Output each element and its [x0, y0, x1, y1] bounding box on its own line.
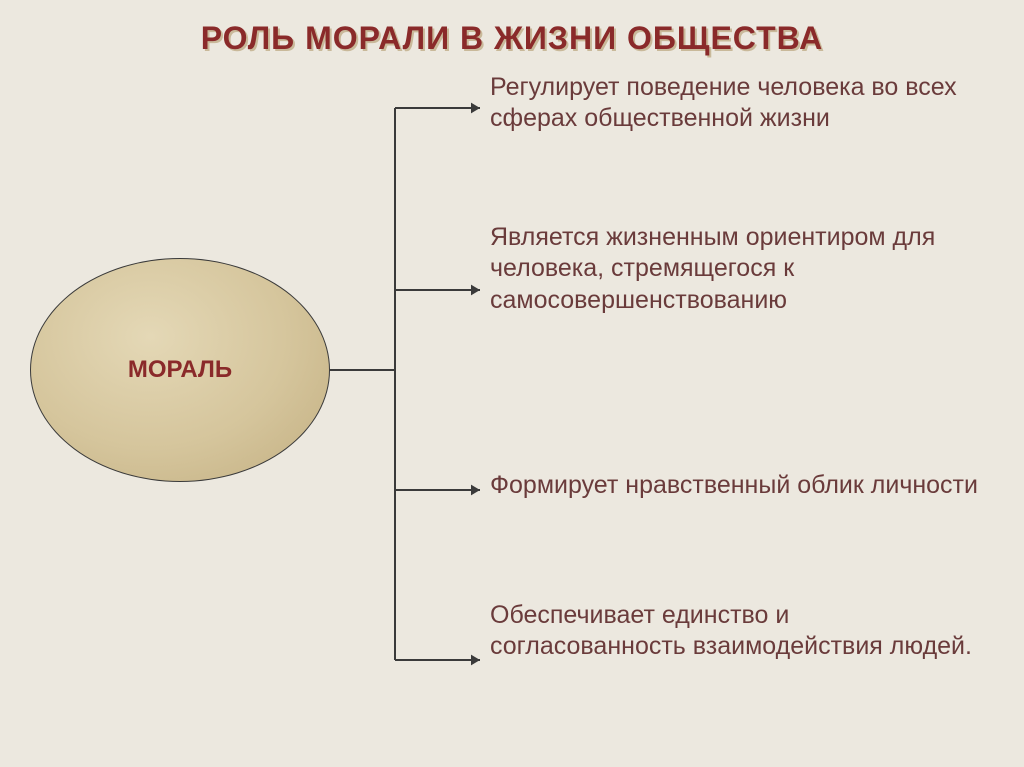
- branch-text-1-content: Регулирует поведение человека во всех сф…: [490, 73, 957, 132]
- branch-text-3-content: Формирует нравственный облик личности: [490, 471, 978, 499]
- center-node-label: МОРАЛЬ: [128, 356, 232, 384]
- page-title: РОЛЬ МОРАЛИ В ЖИЗНИ ОБЩЕСТВА: [0, 20, 1024, 57]
- branch-text-3: Формирует нравственный облик личности: [490, 470, 990, 501]
- branch-text-1: Регулирует поведение человека во всех сф…: [490, 72, 960, 135]
- branch-text-2-content: Является жизненным ориентиром для челове…: [490, 223, 935, 314]
- branch-text-4-content: Обеспечивает единство и согласованность …: [490, 601, 972, 660]
- branch-text-4: Обеспечивает единство и согласованность …: [490, 600, 990, 663]
- title-text: РОЛЬ МОРАЛИ В ЖИЗНИ ОБЩЕСТВА: [201, 20, 824, 56]
- branch-text-2: Является жизненным ориентиром для челове…: [490, 222, 990, 316]
- center-node-moral: МОРАЛЬ: [30, 258, 330, 482]
